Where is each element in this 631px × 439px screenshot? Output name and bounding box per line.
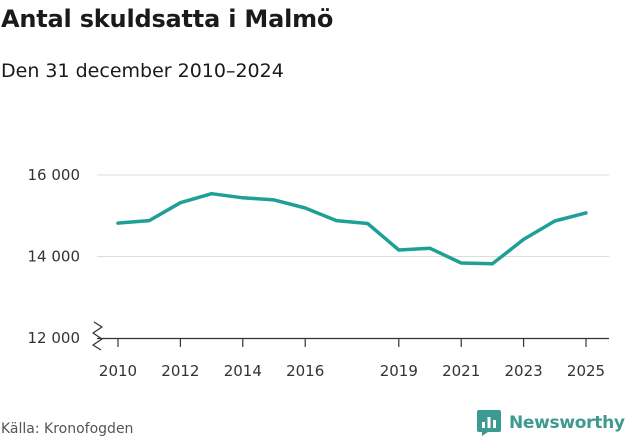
data-point [584, 211, 588, 215]
data-point [178, 201, 182, 205]
x-tick-label: 2025 [567, 362, 605, 380]
chart-title: Antal skuldsatta i Malmö [1, 5, 334, 33]
y-axis-ticks: 12 000 14 000 16 000 [28, 166, 81, 347]
y-tick-label: 14 000 [28, 248, 81, 266]
data-point [272, 198, 276, 202]
gridlines [97, 174, 609, 257]
x-tick-label: 2012 [161, 362, 199, 380]
x-tick-label: 2016 [286, 362, 324, 380]
x-tick-label: 2019 [380, 362, 418, 380]
data-point [147, 219, 151, 223]
data-point [303, 206, 307, 210]
x-tick-label: 2023 [505, 362, 543, 380]
data-point [490, 262, 494, 266]
x-axis-ticks: 2010 2012 2014 2016 2019 2021 2023 2025 [99, 338, 605, 380]
x-tick-label: 2021 [442, 362, 480, 380]
data-point [241, 196, 245, 200]
x-tick-label: 2014 [224, 362, 262, 380]
source-note: Källa: Kronofogden [1, 421, 134, 437]
axis-break-icon [92, 321, 103, 351]
brand-logo: Newsworthy [476, 409, 625, 437]
data-point [522, 237, 526, 241]
data-point [459, 261, 463, 265]
data-point [428, 246, 432, 250]
data-point [116, 221, 120, 225]
series-line [116, 191, 588, 266]
data-point [210, 192, 214, 196]
brand-name: Newsworthy [509, 413, 625, 433]
x-tick-label: 2010 [99, 362, 137, 380]
y-tick-label: 16 000 [28, 166, 81, 184]
data-point [553, 219, 557, 223]
bar-chart-logo-icon [477, 410, 501, 436]
data-point [366, 221, 370, 225]
y-tick-label: 12 000 [28, 329, 81, 347]
series-group [116, 191, 588, 266]
axis-break-zigzag [92, 321, 103, 351]
chart-subtitle: Den 31 december 2010–2024 [1, 60, 284, 82]
data-point [397, 248, 401, 252]
data-point [334, 219, 338, 223]
